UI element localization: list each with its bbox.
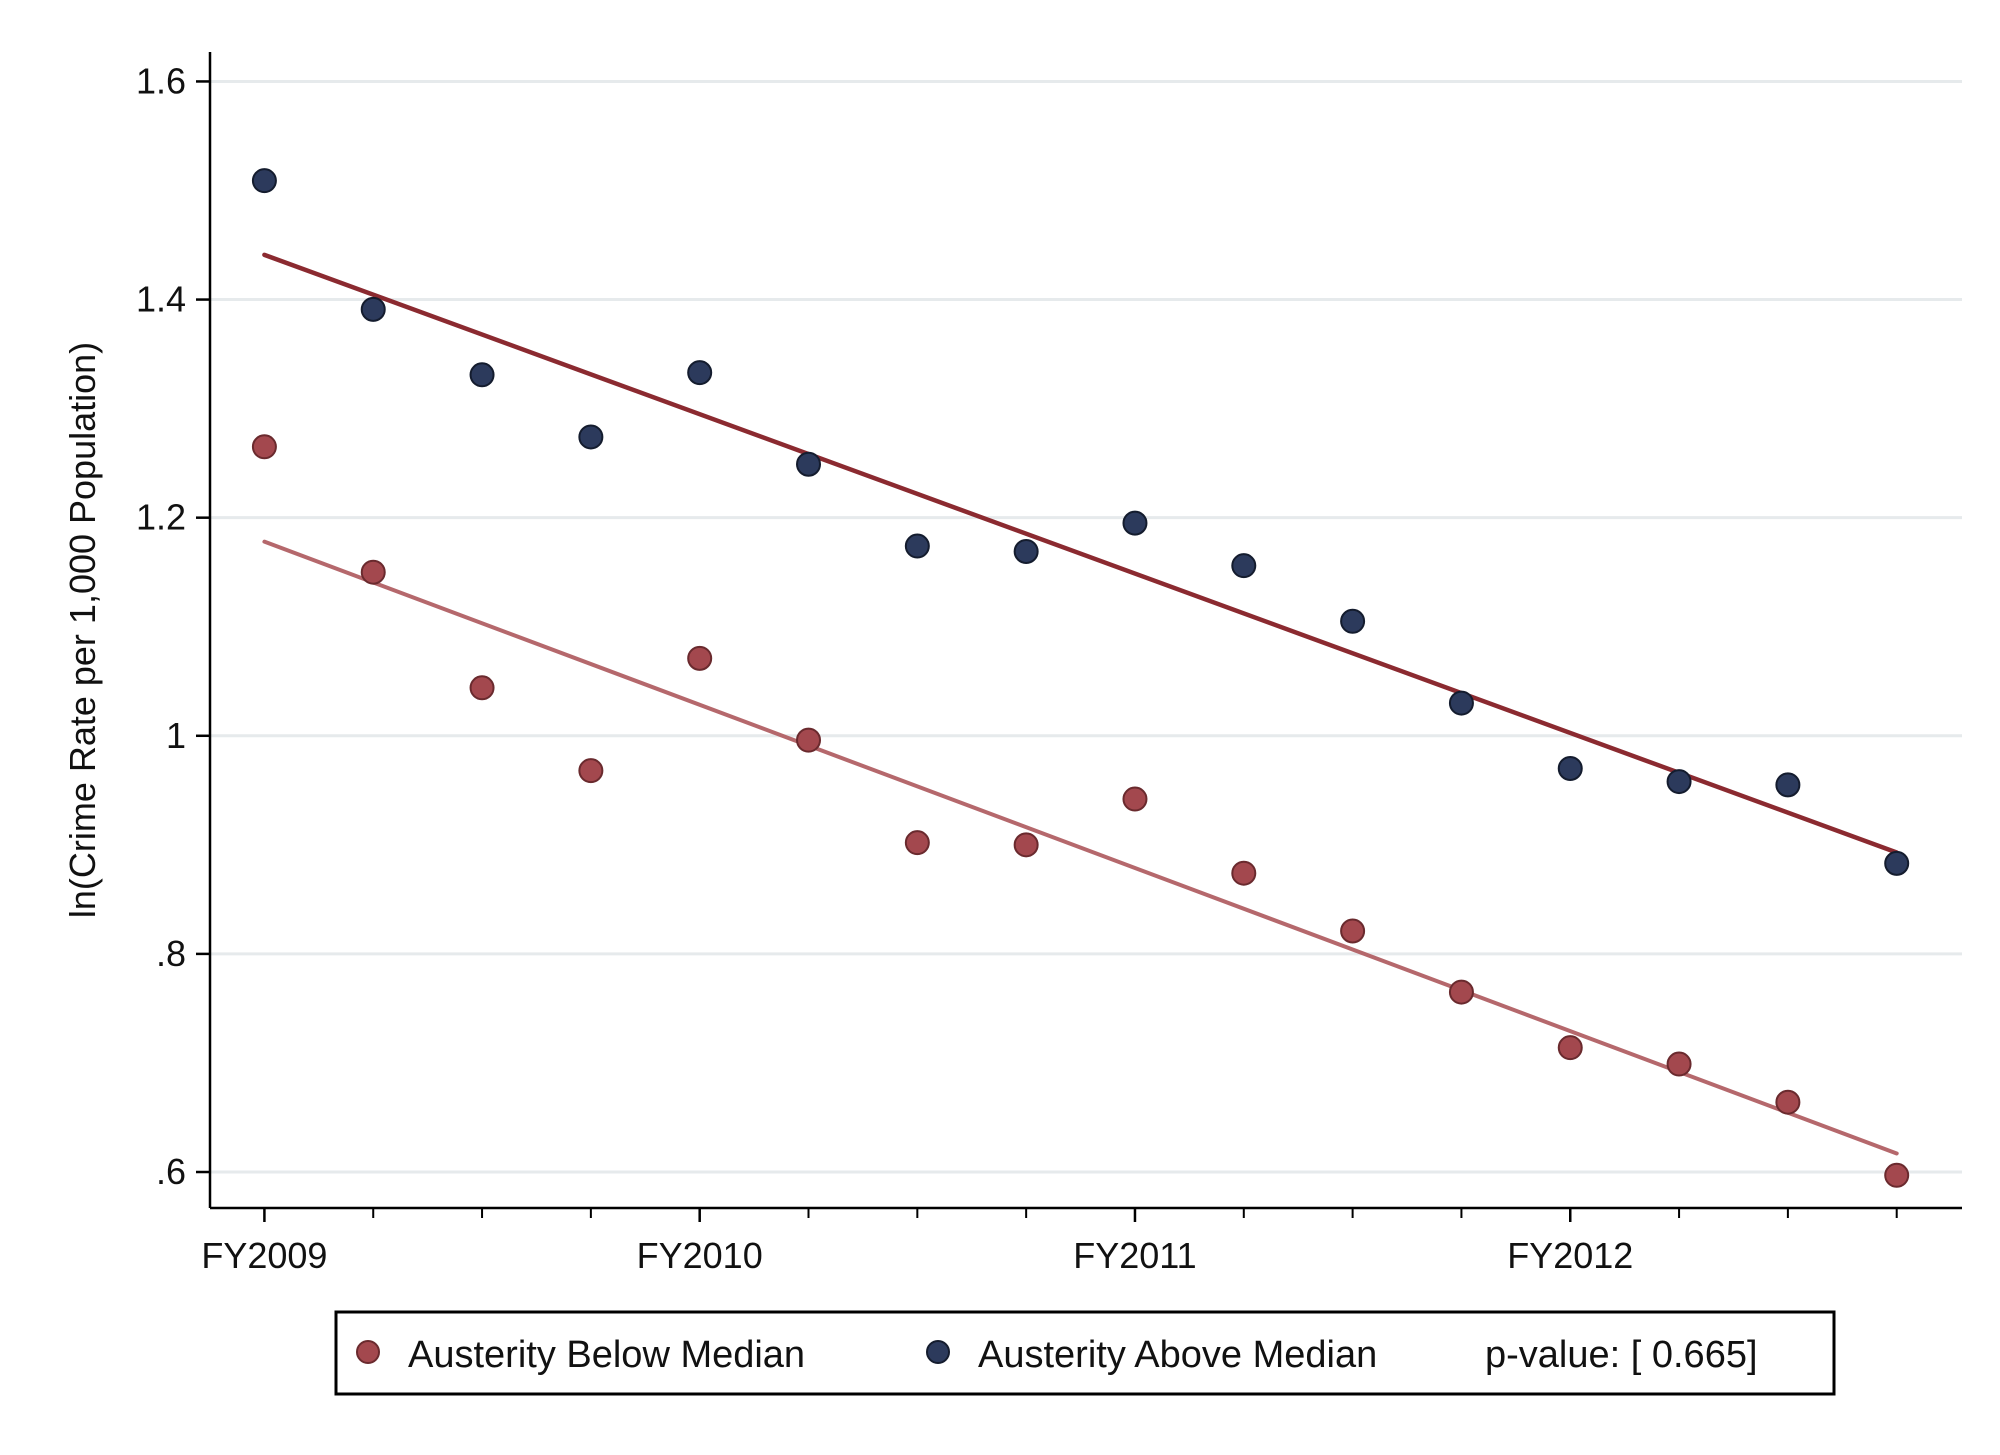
point-below-median bbox=[1448, 979, 1474, 1005]
point-above-median bbox=[578, 424, 604, 450]
fit-line-above-median bbox=[262, 252, 1899, 855]
point-below-median bbox=[469, 675, 495, 701]
point-below-median bbox=[1775, 1089, 1801, 1115]
x-tick-label: FY2011 bbox=[1073, 1235, 1196, 1276]
point-above-median bbox=[796, 451, 822, 477]
point-below-median bbox=[1122, 786, 1148, 812]
point-above-median bbox=[1122, 510, 1148, 536]
point-below-median bbox=[1884, 1162, 1910, 1188]
y-tick-label: .8 bbox=[156, 933, 186, 974]
point-above-median bbox=[1557, 756, 1583, 782]
y-tick-label: 1.2 bbox=[136, 497, 186, 538]
point-below-median bbox=[251, 434, 277, 460]
point-below-median bbox=[796, 727, 822, 753]
y-tick-label: .6 bbox=[156, 1151, 186, 1192]
legend-marker-above-median bbox=[926, 1340, 950, 1364]
fit-line-below-median bbox=[262, 539, 1899, 1156]
grid-lines bbox=[210, 79, 1962, 1174]
point-below-median bbox=[904, 830, 930, 856]
point-above-median bbox=[687, 360, 713, 386]
point-above-median bbox=[1775, 772, 1801, 798]
y-tick-label: 1.6 bbox=[136, 60, 186, 101]
point-above-median bbox=[1666, 769, 1692, 795]
x-tick-label: FY2012 bbox=[1507, 1235, 1633, 1276]
point-below-median bbox=[1557, 1035, 1583, 1061]
tick-labels: .6 .8 1 1.2 1.4 1.6 FY2009 FY2010 FY2011 FY2012 bbox=[136, 60, 1633, 1276]
point-below-median bbox=[1013, 832, 1039, 858]
point-above-median bbox=[1448, 690, 1474, 716]
point-below-median bbox=[1340, 918, 1366, 944]
legend-label-above-median: Austerity Above Median bbox=[978, 1334, 1377, 1376]
legend-marker-below-median bbox=[356, 1340, 380, 1364]
point-above-median bbox=[360, 296, 386, 322]
point-above-median bbox=[1231, 553, 1257, 579]
x-tick-label: FY2010 bbox=[637, 1235, 763, 1276]
point-below-median bbox=[360, 559, 386, 585]
point-above-median bbox=[251, 168, 277, 194]
point-above-median bbox=[1884, 850, 1910, 876]
legend-label-below-median: Austerity Below Median bbox=[408, 1334, 805, 1376]
point-above-median bbox=[1013, 538, 1039, 564]
legend: Austerity Below Median Austerity Above M… bbox=[334, 1310, 1836, 1396]
y-tick-label: 1.4 bbox=[136, 279, 186, 320]
fit-lines bbox=[262, 252, 1899, 1156]
y-axis-title: ln(Crime Rate per 1,000 Population) bbox=[62, 342, 103, 918]
x-tick-label: FY2009 bbox=[201, 1235, 327, 1276]
point-below-median bbox=[1666, 1051, 1692, 1077]
axes bbox=[196, 52, 1962, 1222]
point-below-median bbox=[1231, 860, 1257, 886]
point-above-median bbox=[469, 362, 495, 388]
data-points bbox=[251, 168, 1910, 1188]
legend-box bbox=[334, 1310, 1836, 1396]
point-above-median bbox=[1340, 608, 1366, 634]
point-above-median bbox=[904, 533, 930, 559]
legend-p-value: p-value: [ 0.665] bbox=[1485, 1334, 1758, 1376]
y-tick-label: 1 bbox=[166, 715, 186, 756]
point-below-median bbox=[578, 758, 604, 784]
point-below-median bbox=[687, 645, 713, 671]
